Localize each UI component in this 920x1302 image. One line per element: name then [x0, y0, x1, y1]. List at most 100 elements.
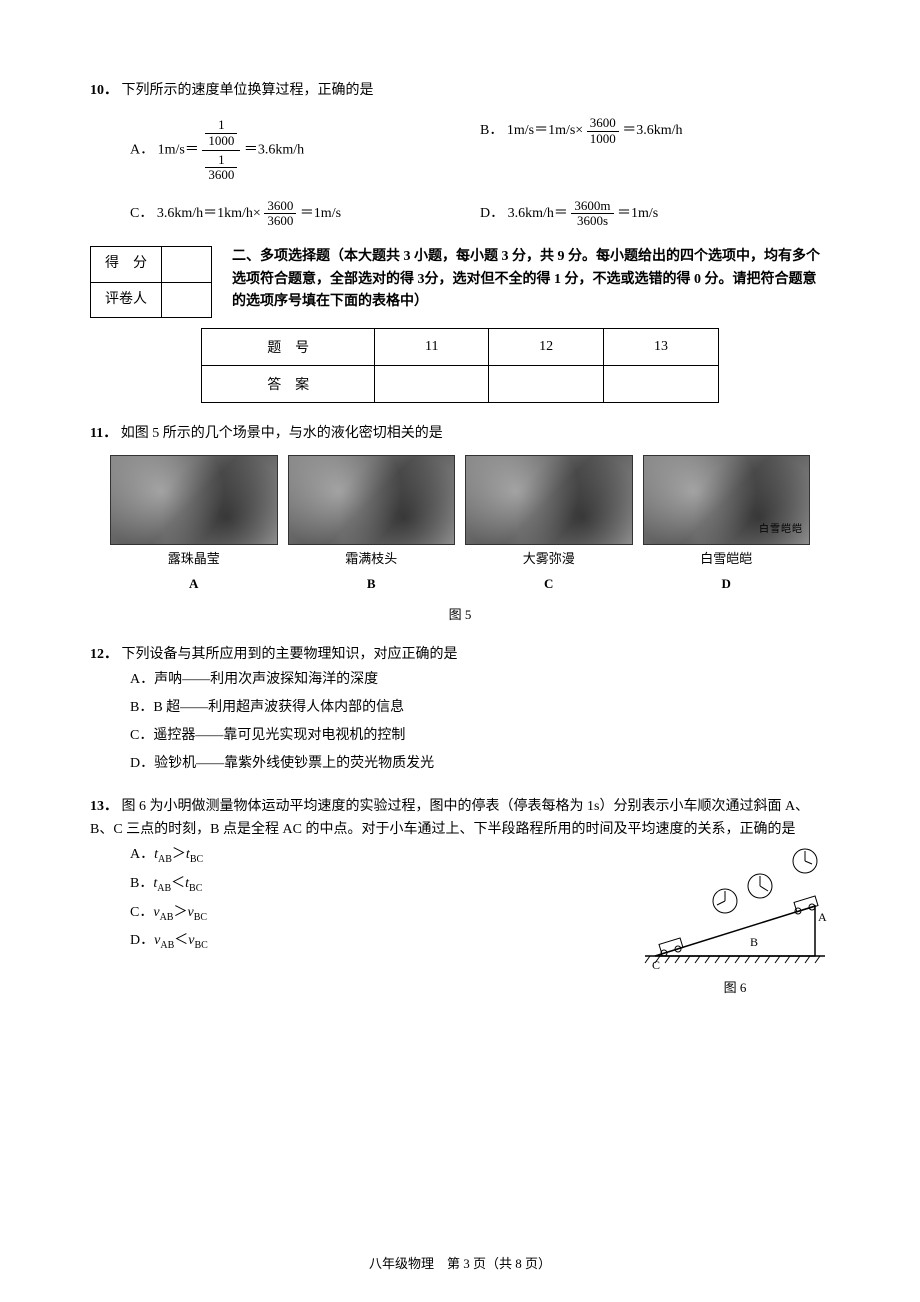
- answer-blank-13[interactable]: [604, 365, 719, 402]
- q10-text: 下列所示的速度单位换算过程，正确的是: [122, 83, 374, 98]
- question-10: 10． 下列所示的速度单位换算过程，正确的是 A． 1m/s＝ 1 1000 1…: [90, 80, 830, 228]
- q10-c-num: 3600: [264, 199, 296, 214]
- q11-img-c: 大雾弥漫 C: [465, 455, 633, 595]
- q10-d-label: D．: [480, 206, 504, 221]
- q10-b-frac: 3600 1000: [587, 116, 619, 146]
- answer-table-h2: 答 案: [202, 365, 375, 402]
- q12-opt-b: B．B 超——利用超声波获得人体内部的信息: [130, 694, 830, 722]
- q10-a-dn: 1: [205, 153, 237, 168]
- fog-image: [465, 455, 633, 545]
- q10-c-den: 3600: [264, 214, 296, 228]
- q11-d-cap: 白雪皑皑: [643, 549, 811, 570]
- q10-a-prefix: 1m/s＝: [158, 143, 199, 158]
- score-blank: [162, 247, 212, 282]
- q10-c-suffix: ＝1m/s: [300, 206, 341, 221]
- figure-6-label: 图 6: [640, 978, 830, 999]
- q10-b-expr: 1m/s＝1m/s×: [507, 123, 583, 138]
- q11-b-letter: B: [288, 574, 456, 595]
- frost-image: [288, 455, 456, 545]
- q12-options: A．声呐——利用次声波探知海洋的深度 B．B 超——利用超声波获得人体内部的信息…: [130, 666, 830, 778]
- page-footer: 八年级物理 第 3 页（共 8 页）: [0, 1253, 920, 1272]
- q12-opt-a: A．声呐——利用次声波探知海洋的深度: [130, 666, 830, 694]
- question-12: 12． 下列设备与其所应用到的主要物理知识，对应正确的是 A．声呐——利用次声波…: [90, 644, 830, 778]
- q13-b-label: B．: [130, 876, 153, 891]
- q10-option-d: D． 3.6km/h＝ 3600m 3600s ＝1m/s: [480, 199, 830, 229]
- answer-table: 题 号 11 12 13 答 案: [201, 328, 719, 403]
- q13-c-label: C．: [130, 905, 153, 920]
- section-2-header: 得 分 评卷人 二、多项选择题（本大题共 3 小题，每小题 3 分，共 9 分。…: [90, 246, 830, 318]
- q13-body: A．tAB＞tBC B．tAB＜tBC C．vAB＞vBC D．vAB＜vBC: [90, 841, 830, 999]
- q10-option-b: B． 1m/s＝1m/s× 3600 1000 ＝3.6km/h: [480, 116, 830, 184]
- q11-a-cap: 露珠晶莹: [110, 549, 278, 570]
- snow-image: 白雪皑皑: [643, 455, 811, 545]
- q11-d-letter: D: [643, 574, 811, 595]
- figure-6: A B C 图 6: [630, 841, 830, 999]
- q10-c-expr: 3.6km/h＝1km/h×: [157, 206, 261, 221]
- q10-c-frac: 3600 3600: [264, 199, 296, 229]
- q11-img-d: 白雪皑皑 白雪皑皑 D: [643, 455, 811, 595]
- q10-d-suffix: ＝1m/s: [617, 206, 658, 221]
- q10-b-suffix: ＝3.6km/h: [622, 123, 682, 138]
- q10-options-row-1: A． 1m/s＝ 1 1000 1 3600 ＝3.6km/h: [130, 116, 830, 184]
- q10-b-den: 1000: [587, 132, 619, 146]
- q10-a-label: A．: [130, 143, 154, 158]
- question-13: 13． 图 6 为小明做测量物体运动平均速度的实验过程，图中的停表（停表每格为 …: [90, 796, 830, 998]
- q10-a-nd: 1000: [205, 134, 237, 148]
- dew-image: [110, 455, 278, 545]
- q13-opt-d: D．vAB＜vBC: [130, 927, 630, 956]
- q13-opt-c: C．vAB＞vBC: [130, 899, 630, 928]
- answer-table-c1: 11: [375, 328, 489, 365]
- q10-option-c: C． 3.6km/h＝1km/h× 3600 3600 ＝1m/s: [130, 199, 480, 229]
- q13-opt-b: B．tAB＜tBC: [130, 870, 630, 899]
- q11-b-cap: 霜满枝头: [288, 549, 456, 570]
- score-table: 得 分 评卷人: [90, 246, 212, 318]
- q12-opt-c: C．遥控器——靠可见光实现对电视机的控制: [130, 722, 830, 750]
- q10-a-dd: 3600: [205, 168, 237, 182]
- q10-a-nn: 1: [205, 118, 237, 133]
- q10-d-num: 3600m: [571, 199, 613, 214]
- q10-a-den-frac: 1 3600: [205, 153, 237, 183]
- score-label: 得 分: [91, 247, 162, 282]
- q10-b-num: 3600: [587, 116, 619, 131]
- q11-c-cap: 大雾弥漫: [465, 549, 633, 570]
- grader-blank: [162, 282, 212, 317]
- q11-images-row: 露珠晶莹 A 霜满枝头 B 大雾弥漫 C 白雪皑皑 白雪皑皑 D: [110, 455, 810, 595]
- q13-a-label: A．: [130, 847, 154, 862]
- q11-c-letter: C: [465, 574, 633, 595]
- q10-d-den: 3600s: [571, 214, 613, 228]
- q10-c-label: C．: [130, 206, 153, 221]
- answer-blank-11[interactable]: [375, 365, 489, 402]
- answer-blank-12[interactable]: [489, 365, 604, 402]
- q10-option-a: A． 1m/s＝ 1 1000 1 3600 ＝3.6km/h: [130, 116, 480, 184]
- svg-text:B: B: [750, 935, 758, 949]
- q13-options: A．tAB＞tBC B．tAB＜tBC C．vAB＞vBC D．vAB＜vBC: [130, 841, 630, 999]
- q13-opt-a: A．tAB＞tBC: [130, 841, 630, 870]
- q10-options-row-2: C． 3.6km/h＝1km/h× 3600 3600 ＝1m/s D． 3.6…: [130, 199, 830, 229]
- q13-number: 13．: [90, 799, 118, 814]
- snow-overlay-text: 白雪皑皑: [759, 522, 803, 538]
- q11-img-b: 霜满枝头 B: [288, 455, 456, 595]
- grader-label: 评卷人: [91, 282, 162, 317]
- q10-b-label: B．: [480, 123, 503, 138]
- svg-text:C: C: [652, 958, 660, 971]
- q10-a-suffix: ＝3.6km/h: [244, 143, 304, 158]
- q12-opt-d: D．验钞机——靠紫外线使钞票上的荧光物质发光: [130, 750, 830, 778]
- answer-table-c2: 12: [489, 328, 604, 365]
- q11-a-letter: A: [110, 574, 278, 595]
- q10-d-frac: 3600m 3600s: [571, 199, 613, 229]
- answer-table-c3: 13: [604, 328, 719, 365]
- answer-table-h1: 题 号: [202, 328, 375, 365]
- figure-5-label: 图 5: [90, 605, 830, 626]
- q12-number: 12．: [90, 647, 118, 662]
- q10-a-complex-frac: 1 1000 1 3600: [202, 116, 240, 184]
- q10-a-num-frac: 1 1000: [205, 118, 237, 148]
- q12-text: 下列设备与其所应用到的主要物理知识，对应正确的是: [122, 647, 458, 662]
- q11-text: 如图 5 所示的几个场景中，与水的液化密切相关的是: [121, 426, 443, 441]
- q10-number: 10．: [90, 83, 118, 98]
- question-11: 11． 如图 5 所示的几个场景中，与水的液化密切相关的是 露珠晶莹 A 霜满枝…: [90, 423, 830, 626]
- ramp-diagram-icon: A B C: [640, 841, 830, 971]
- q10-d-expr: 3.6km/h＝: [508, 206, 568, 221]
- q13-d-label: D．: [130, 933, 154, 948]
- q11-number: 11．: [90, 426, 117, 441]
- q13-text: 图 6 为小明做测量物体运动平均速度的实验过程，图中的停表（停表每格为 1s）分…: [90, 799, 809, 836]
